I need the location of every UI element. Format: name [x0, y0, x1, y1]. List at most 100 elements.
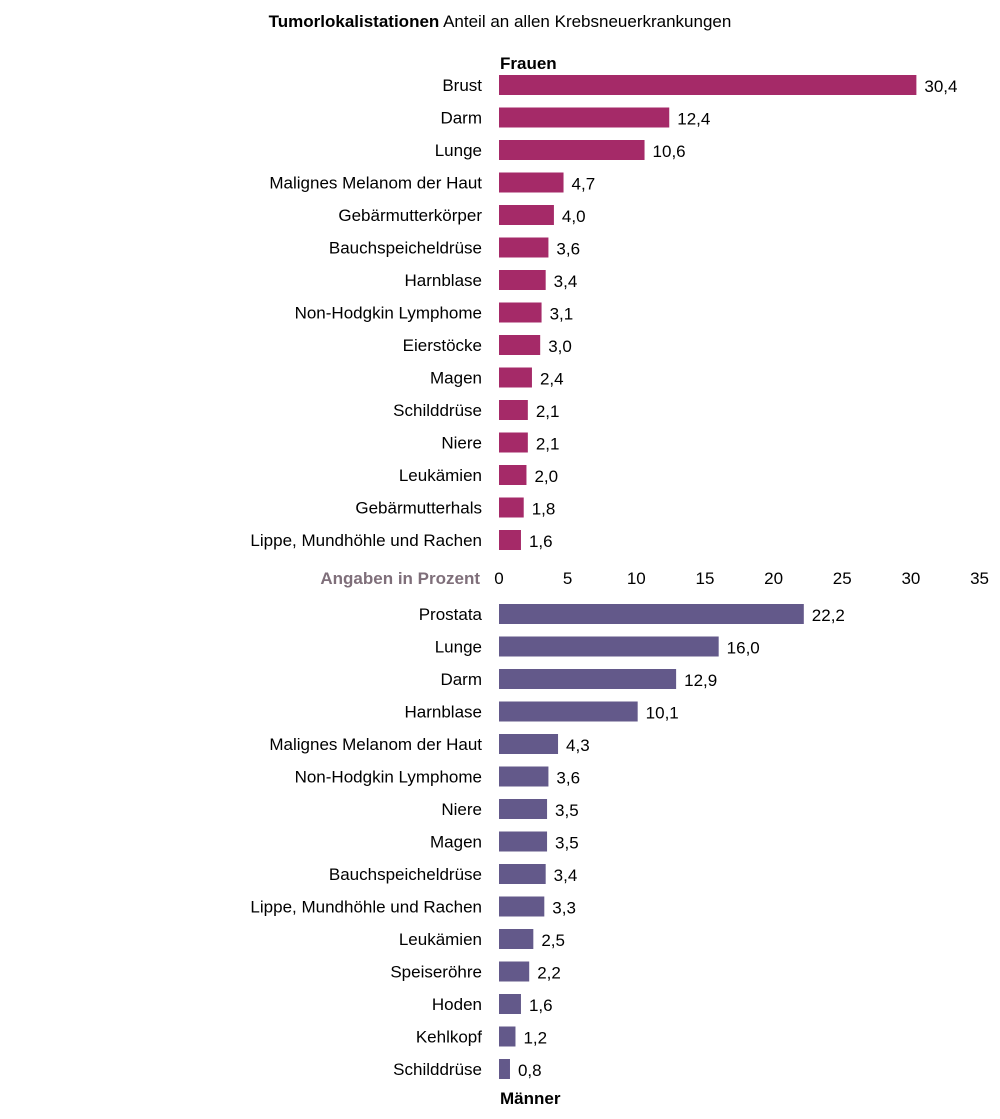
frauen-value-label: 2,1: [536, 435, 560, 454]
maenner-value-label: 2,2: [537, 964, 561, 983]
frauen-value-label: 4,7: [572, 175, 596, 194]
x-tick-label: 0: [494, 569, 503, 588]
maenner-bar: [499, 669, 676, 689]
maenner-value-label: 3,3: [552, 899, 576, 918]
frauen-category-label: Magen: [430, 369, 482, 388]
frauen-bar: [499, 303, 542, 323]
maenner-bar: [499, 864, 546, 884]
frauen-panel-label: Frauen: [500, 54, 557, 73]
frauen-value-label: 2,0: [534, 467, 558, 486]
frauen-category-label: Schilddrüse: [393, 401, 482, 420]
frauen-bar: [499, 530, 521, 550]
frauen-bar: [499, 108, 669, 128]
frauen-bar: [499, 465, 526, 485]
frauen-bar: [499, 75, 916, 95]
frauen-bar: [499, 498, 524, 518]
frauen-bar: [499, 238, 548, 258]
frauen-value-label: 2,1: [536, 402, 560, 421]
maenner-category-label: Leukämien: [399, 930, 482, 949]
maenner-category-label: Lunge: [435, 638, 482, 657]
x-tick-label: 30: [901, 569, 920, 588]
frauen-category-label: Non-Hodgkin Lymphome: [295, 304, 482, 323]
maenner-value-label: 16,0: [727, 639, 760, 658]
maenner-bar: [499, 637, 719, 657]
x-tick-label: 35: [970, 569, 989, 588]
frauen-value-label: 3,6: [556, 240, 580, 259]
maenner-bar: [499, 929, 533, 949]
frauen-value-label: 12,4: [677, 110, 710, 129]
frauen-bar: [499, 205, 554, 225]
maenner-bar: [499, 799, 547, 819]
maenner-bar: [499, 767, 548, 787]
frauen-category-label: Darm: [440, 109, 482, 128]
maenner-value-label: 2,5: [541, 931, 565, 950]
frauen-category-label: Leukämien: [399, 466, 482, 485]
maenner-bar: [499, 702, 638, 722]
frauen-value-label: 2,4: [540, 370, 564, 389]
frauen-value-label: 10,6: [653, 142, 686, 161]
maenner-bar: [499, 832, 547, 852]
frauen-category-label: Gebärmutterhals: [355, 499, 482, 518]
maenner-bar: [499, 897, 544, 917]
maenner-bar: [499, 1059, 510, 1079]
maenner-category-label: Malignes Melanom der Haut: [269, 735, 482, 754]
maenner-value-label: 3,5: [555, 834, 579, 853]
maenner-value-label: 0,8: [518, 1061, 542, 1080]
frauen-bar: [499, 433, 528, 453]
frauen-bar: [499, 335, 540, 355]
maenner-category-label: Hoden: [432, 995, 482, 1014]
frauen-category-label: Eierstöcke: [403, 336, 482, 355]
frauen-category-label: Gebärmutterkörper: [338, 206, 482, 225]
x-tick-label: 10: [627, 569, 646, 588]
frauen-value-label: 4,0: [562, 207, 586, 226]
frauen-category-label: Niere: [441, 434, 482, 453]
frauen-category-label: Lunge: [435, 141, 482, 160]
maenner-category-label: Magen: [430, 833, 482, 852]
maenner-category-label: Prostata: [419, 605, 483, 624]
frauen-category-label: Lippe, Mundhöhle und Rachen: [250, 531, 482, 550]
x-tick-label: 20: [764, 569, 783, 588]
axis-unit-note: Angaben in Prozent: [320, 569, 480, 588]
frauen-value-label: 3,0: [548, 337, 572, 356]
frauen-category-label: Harnblase: [405, 271, 483, 290]
maenner-bar: [499, 604, 804, 624]
maenner-value-label: 1,2: [523, 1029, 547, 1048]
maenner-value-label: 1,6: [529, 996, 553, 1015]
maenner-category-label: Bauchspeicheldrüse: [329, 865, 482, 884]
frauen-value-label: 3,4: [554, 272, 578, 291]
frauen-value-label: 3,1: [550, 305, 574, 324]
x-tick-label: 15: [695, 569, 714, 588]
maenner-panel-label: Männer: [500, 1089, 561, 1108]
frauen-bar: [499, 400, 528, 420]
maenner-category-label: Kehlkopf: [416, 1028, 482, 1047]
frauen-value-label: 1,6: [529, 532, 553, 551]
x-tick-label: 5: [563, 569, 572, 588]
frauen-value-label: 1,8: [532, 500, 556, 519]
maenner-bar: [499, 994, 521, 1014]
frauen-category-label: Malignes Melanom der Haut: [269, 174, 482, 193]
frauen-bar: [499, 368, 532, 388]
maenner-category-label: Harnblase: [405, 703, 483, 722]
maenner-value-label: 22,2: [812, 606, 845, 625]
maenner-value-label: 3,5: [555, 801, 579, 820]
maenner-category-label: Speiseröhre: [390, 963, 482, 982]
maenner-value-label: 12,9: [684, 671, 717, 690]
maenner-category-label: Darm: [440, 670, 482, 689]
x-tick-label: 25: [833, 569, 852, 588]
maenner-bar: [499, 734, 558, 754]
maenner-value-label: 10,1: [646, 704, 679, 723]
maenner-category-label: Lippe, Mundhöhle und Rachen: [250, 898, 482, 917]
maenner-bar: [499, 962, 529, 982]
maenner-value-label: 3,4: [554, 866, 578, 885]
maenner-category-label: Non-Hodgkin Lymphome: [295, 768, 482, 787]
frauen-bar: [499, 270, 546, 290]
maenner-category-label: Niere: [441, 800, 482, 819]
frauen-value-label: 30,4: [924, 77, 957, 96]
maenner-value-label: 3,6: [556, 769, 580, 788]
maenner-bar: [499, 1027, 515, 1047]
frauen-bar: [499, 173, 564, 193]
maenner-value-label: 4,3: [566, 736, 590, 755]
maenner-category-label: Schilddrüse: [393, 1060, 482, 1079]
frauen-category-label: Brust: [442, 76, 482, 95]
